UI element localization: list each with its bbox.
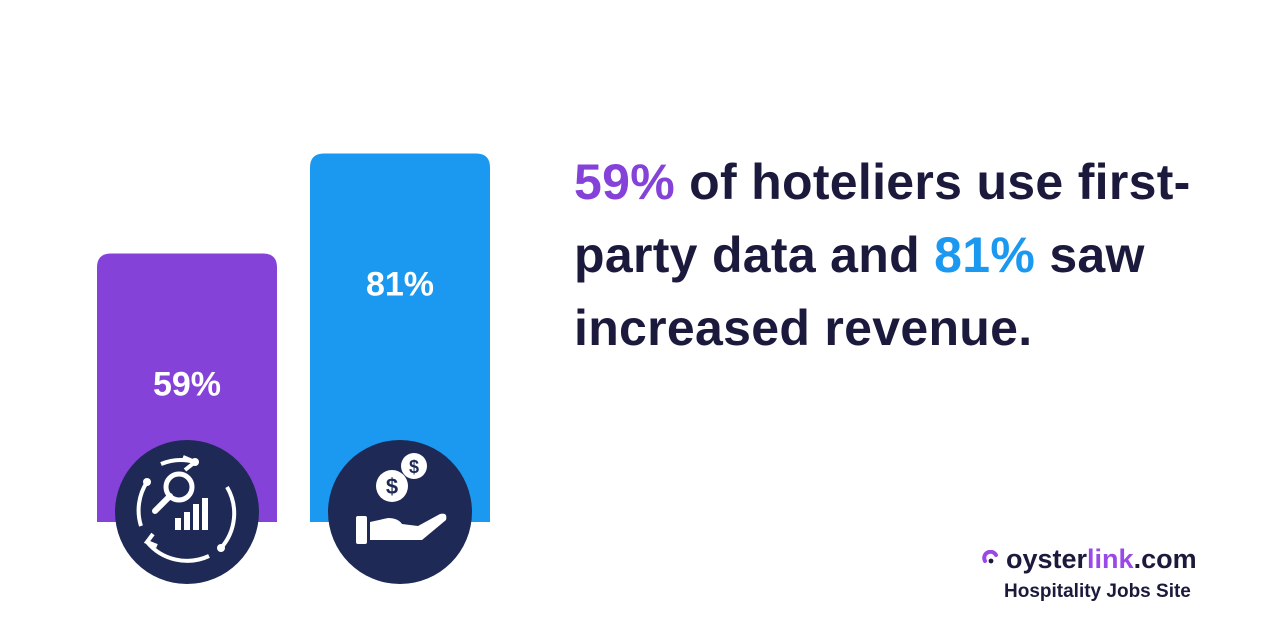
brand-name-link: link <box>1087 544 1134 574</box>
headline-text: 59% of hoteliers use first-party data an… <box>574 146 1234 365</box>
headline-stat-59: 59% <box>574 154 675 210</box>
brand-tagline: Hospitality Jobs Site <box>1004 581 1191 602</box>
svg-text:$: $ <box>409 457 419 477</box>
bar-2-icon-circle <box>328 440 472 584</box>
bar-2 <box>310 153 490 522</box>
bar-2-value-label: 81% <box>366 265 434 303</box>
oyster-logo-icon <box>982 549 998 563</box>
brand-name: oysterlink.com <box>1006 544 1197 575</box>
brand-name-oyster: oyster <box>1006 544 1088 574</box>
headline-text-part1: of hoteliers use first-party data and <box>574 154 1191 283</box>
brand-name-tld: .com <box>1133 544 1197 574</box>
svg-text:$: $ <box>386 474 398 499</box>
analytics-search-chart-icon <box>136 455 237 563</box>
hand-coins-icon: $$ <box>356 453 447 544</box>
headline-stat-81: 81% <box>934 227 1036 283</box>
brand-logo: oysterlink.com Hospitality Jobs Site <box>982 544 1232 603</box>
bar-1 <box>97 253 277 523</box>
headline-text-part2: saw increased revenue. <box>574 227 1145 356</box>
bar-1-value-label: 59% <box>153 366 221 404</box>
